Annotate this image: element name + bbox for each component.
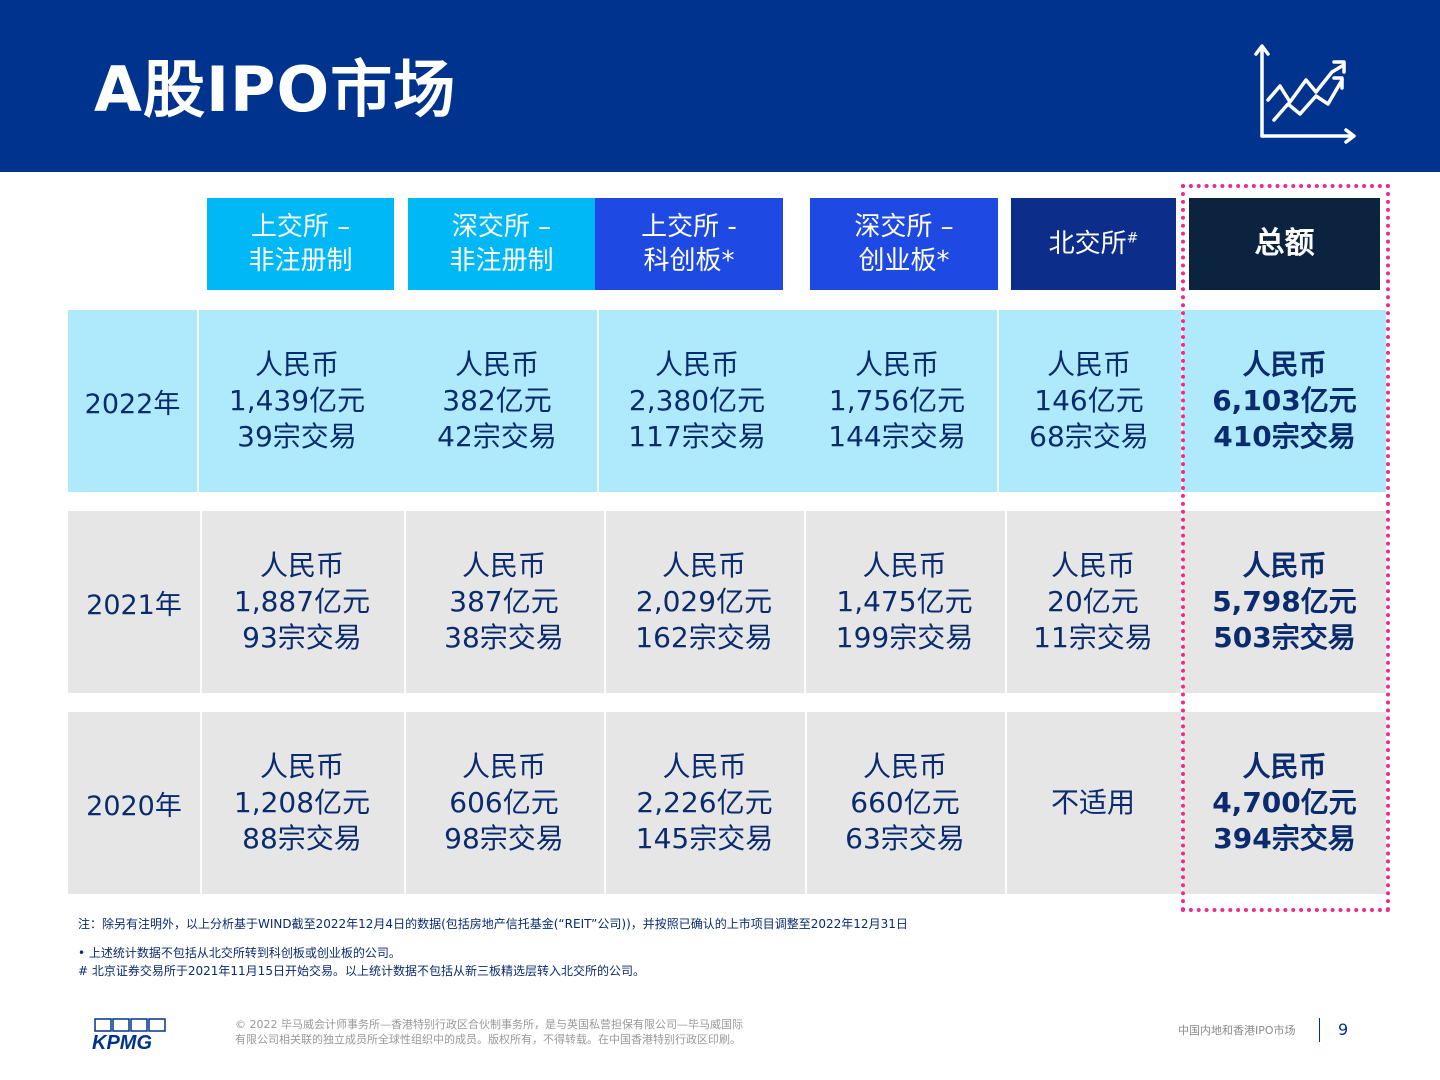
footnote-bullet: • 上述统计数据不包括从北交所转到科创板或创业板的公司。 [78,946,401,960]
col-header-sse-main: 上交所 – 非注册制 [207,198,394,290]
svg-text:KPMG: KPMG [92,1032,152,1052]
table-row-2021: 2021年 人民币 1,887亿元 93宗交易 人民币 387亿元 38宗交易 人民币 2… [68,511,1386,693]
col-header-bse: 北交所# [1011,198,1176,290]
table-cell: 人民币 1,475亿元 199宗交易 [835,549,974,654]
table-row-2022: 2022年 人民币 1,439亿元 39宗交易 人民币 382亿元 42宗交易 人民币 2… [68,310,1386,492]
table-row-2020: 2020年 人民币 1,208亿元 88宗交易 人民币 606亿元 98宗交易 人民币 2… [68,712,1386,894]
table-cell: 人民币 1,887亿元 93宗交易 [233,549,371,654]
total-cell: 人民币 5,798亿元 503宗交易 [1212,549,1357,654]
table-cell: 人民币 2,380亿元 117宗交易 [628,348,766,453]
row-year: 2022年 [84,388,181,420]
total-cell: 人民币 6,103亿元 410宗交易 [1212,348,1357,453]
table-cell: 人民币 1,756亿元 144宗交易 [828,348,966,453]
col-header-szse-main: 深交所 – 非注册制 [408,198,595,290]
table-cell: 人民币 606亿元 98宗交易 [444,750,564,855]
header-band: A股IPO市场 [0,0,1440,172]
col-header-line1: 上交所 - [641,212,737,242]
col-header-bse-label: 北交所# [1048,229,1139,259]
line-chart-icon [1254,44,1356,144]
total-cell: 人民币 4,700亿元 394宗交易 [1212,750,1357,855]
table-cell: 人民币 387亿元 38宗交易 [444,549,564,654]
col-header-line2: 创业板* [858,246,950,276]
col-header-star-market: 上交所 - 科创板* [595,198,783,290]
table-cell: 人民币 1,439亿元 39宗交易 [228,348,366,453]
col-header-chinext: 深交所 – 创业板* [810,198,998,290]
table-cell: 人民币 146亿元 68宗交易 [1029,348,1149,453]
hash-footnote-mark: # [1126,230,1139,247]
copyright-text: © 2022 毕马威会计师事务所—香港特别行政区合伙制事务所，是与英国私营担保有… [235,1018,743,1046]
table-cell: 人民币 2,029亿元 162宗交易 [635,549,773,654]
col-header-line1: 上交所 – [250,212,351,242]
table-cell: 人民币 660亿元 63宗交易 [845,750,965,855]
footer-divider [1319,1018,1320,1042]
page-title: A股IPO市场 [94,53,457,126]
col-header-line2: 非注册制 [248,246,353,276]
kpmg-logo: KPMG [92,1018,166,1052]
table-cell: 人民币 1,208亿元 88宗交易 [233,750,371,855]
footnote-hash: # 北京证券交易所于2021年11月15日开始交易。以上统计数据不包括从新三板精… [78,964,645,978]
col-header-line2: 科创板* [643,246,735,276]
col-header-line1: 深交所 – [854,212,954,242]
page-number: 9 [1338,1020,1349,1039]
table-cell: 人民币 2,226亿元 145宗交易 [635,750,774,855]
col-header-total: 总额 [1189,198,1380,290]
footnote-main: 注：除另有注明外，以上分析基于WIND截至2022年12月4日的数据(包括房地产… [78,917,908,931]
row-year: 2021年 [86,589,182,621]
table-cell: 人民币 382亿元 42宗交易 [437,348,557,453]
row-year: 2020年 [86,790,182,822]
col-header-line1: 深交所 – [451,212,552,242]
col-header-line2: 非注册制 [449,246,554,276]
col-header-line1: 总额 [1254,226,1315,261]
document-title: 中国内地和香港IPO市场 [1178,1024,1296,1037]
table-cell: 不适用 [1050,786,1135,819]
table-cell: 人民币 20亿元 11宗交易 [1033,549,1153,654]
